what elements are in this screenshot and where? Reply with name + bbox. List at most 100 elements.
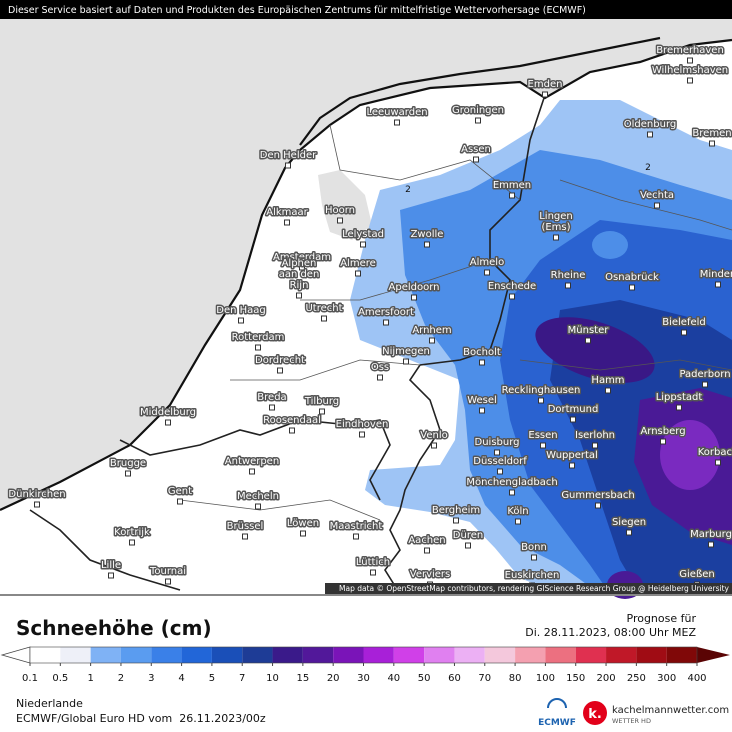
city-label: Tilburg (304, 396, 339, 407)
city-marker (125, 470, 131, 477)
city-label: Dordrecht (255, 355, 305, 366)
colorbar-tick-label: 0.5 (52, 673, 68, 684)
city-marker (359, 431, 365, 438)
province-borders (230, 359, 421, 381)
city-marker (424, 241, 430, 248)
city-label: Groningen (452, 105, 504, 116)
colorbar-segment (211, 647, 243, 663)
ijsselmeer (318, 170, 372, 240)
city-label: Almere (340, 258, 376, 269)
colorbar-segment (363, 647, 394, 663)
city-label: Alkmaar (266, 207, 308, 218)
forecast-label: Prognose für (627, 612, 697, 625)
city-marker (570, 416, 576, 423)
city-marker (424, 547, 430, 554)
city-marker (165, 419, 171, 426)
city-marker (542, 91, 548, 98)
city-marker (569, 462, 575, 469)
colorbar-tick-label: 400 (687, 673, 706, 684)
colorbar-segment (575, 647, 607, 663)
city-label: Gießen (679, 569, 714, 580)
city-label: Brugge (110, 458, 146, 469)
city-label: Rheine (551, 270, 586, 281)
colorbar-tick-label: 4 (178, 673, 184, 684)
city-label: Eindhoven (336, 419, 389, 430)
city-label: Verviers (410, 569, 451, 580)
city-marker (360, 241, 366, 248)
contour-label: 2 (405, 185, 411, 195)
city-marker (255, 344, 261, 351)
city-marker (165, 578, 171, 585)
colorbar-segment (181, 647, 212, 663)
city-marker (538, 397, 544, 404)
city-label: Gent (168, 486, 192, 497)
city-marker (453, 517, 459, 524)
city-label: Lüttich (356, 557, 390, 568)
colorbar-tick-label: 3 (148, 673, 154, 684)
city-label: Lippstadt (656, 392, 703, 403)
colorbar-segment (545, 647, 576, 663)
city-marker (255, 503, 261, 510)
snow-purple (535, 317, 655, 383)
ecmwf-logo: ECMWF (538, 698, 576, 728)
city-label: Vechta (640, 190, 674, 201)
city-marker (509, 293, 515, 300)
city-marker (353, 533, 359, 540)
city-label: Alphen (282, 258, 317, 269)
city-label: Hamm (591, 375, 624, 386)
city-marker (34, 501, 40, 508)
ecmwf-text: ECMWF (538, 718, 576, 728)
kachelmann-logo: k. kachelmannwetter.com WETTER HD (583, 701, 729, 725)
city-marker (465, 542, 471, 549)
city-label: Wesel (467, 395, 497, 406)
colorbar-tick-label: 2 (118, 673, 124, 684)
city-marker (377, 374, 383, 381)
colorbar-segment (484, 647, 516, 663)
city-marker (411, 294, 417, 301)
city-label: Marburg (690, 529, 732, 540)
city-label: Arnsberg (640, 426, 685, 437)
city-marker (708, 541, 714, 548)
city-label: Almelo (470, 257, 504, 268)
city-marker (702, 381, 708, 388)
city-label: Lingen (539, 211, 573, 222)
header-notice: Dieser Service basiert auf Daten und Pro… (8, 5, 586, 16)
city-label: Paderborn (679, 369, 730, 380)
snow-violet (660, 420, 720, 490)
attribution: Map data © OpenStreetMap contributors, r… (339, 584, 730, 593)
colorbar-segment (302, 647, 334, 663)
snow-medium (592, 231, 628, 259)
province-borders (559, 179, 732, 231)
colorbar-segment (606, 647, 637, 663)
city-label: Wilhelmshaven (652, 65, 728, 76)
city-marker (289, 427, 295, 434)
border-nl-de (384, 94, 546, 595)
city-label: Bonn (521, 542, 547, 553)
city-marker (269, 404, 275, 411)
city-label: Breda (257, 392, 286, 403)
city-marker (565, 282, 571, 289)
city-label: Bielefeld (662, 317, 706, 328)
city-marker (592, 442, 598, 449)
city-marker (337, 217, 343, 224)
kachelmann-text: kachelmannwetter.com (612, 705, 729, 716)
city-marker (654, 202, 660, 209)
colorbar-tick-label: 7 (239, 673, 245, 684)
colorbar-segment (333, 647, 364, 663)
city-marker (629, 284, 635, 291)
city-marker (403, 358, 409, 365)
colorbar-segment (454, 647, 485, 663)
colorbar-tick-label: 200 (596, 673, 615, 684)
city-label: Gummersbach (561, 490, 634, 501)
city-label: aan den (279, 269, 320, 280)
colorbar-tick-label: 300 (657, 673, 676, 684)
city-marker (429, 337, 435, 344)
city-label: Den Helder (260, 150, 317, 161)
city-label: Löwen (287, 518, 319, 529)
colorbar-segment (272, 647, 303, 663)
model-run: ECMWF/Global Euro HD vom 26.11.2023/00z (16, 712, 266, 725)
map: Bremerhaven Wilhelmshaven Emden Oldenburg Br… (0, 19, 732, 599)
city-label: Assen (461, 144, 491, 155)
city-marker (709, 140, 715, 147)
city-marker (177, 498, 183, 505)
